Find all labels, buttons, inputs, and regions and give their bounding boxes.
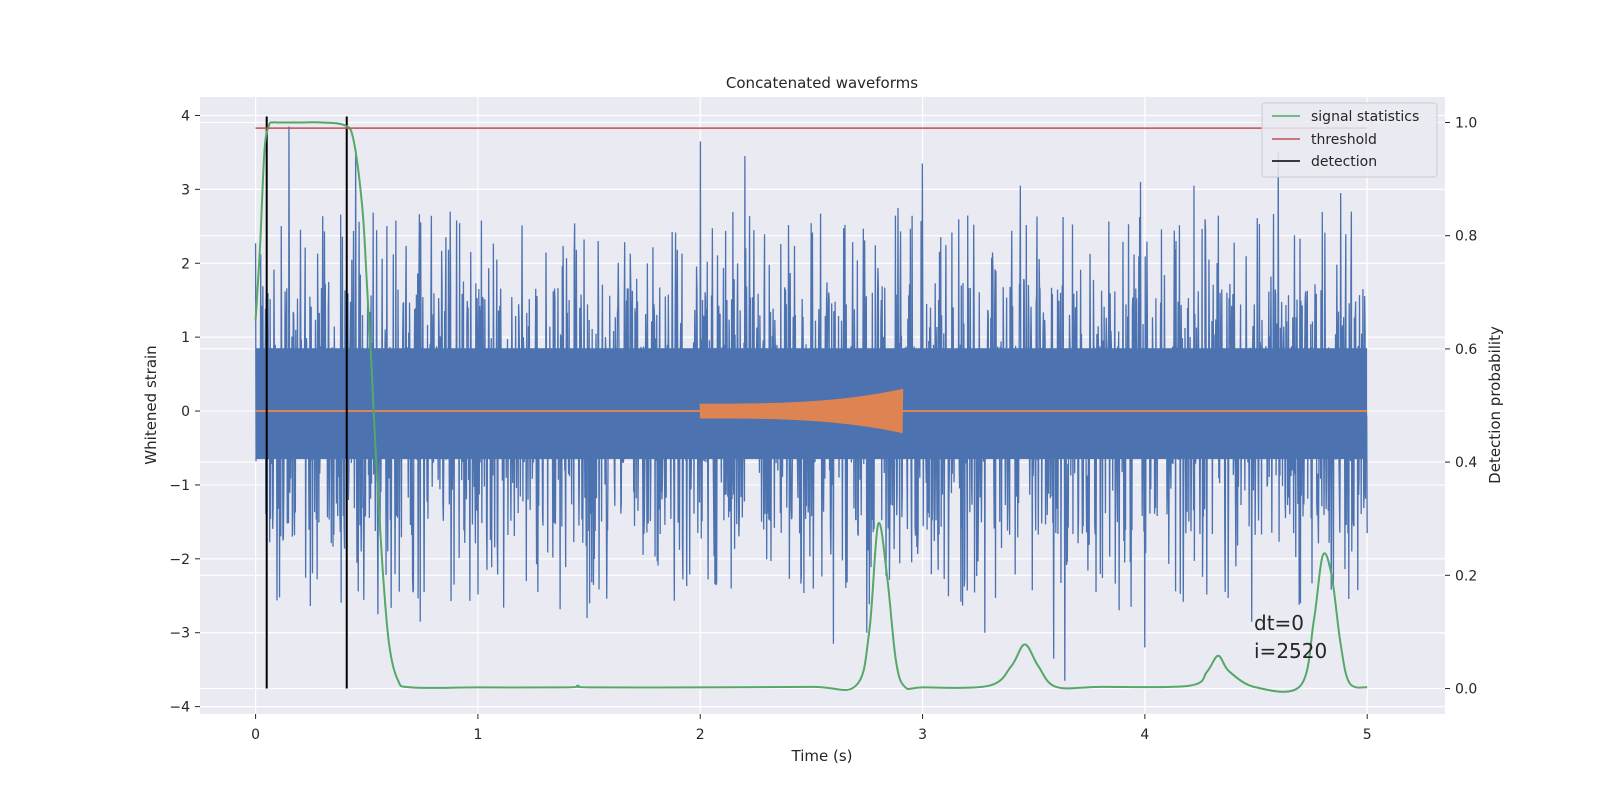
- legend-signal-statistics-label: signal statistics: [1311, 109, 1419, 125]
- y-tick-label: −2: [169, 552, 190, 568]
- x-tick-label: 3: [918, 727, 927, 743]
- legend-detection-label: detection: [1311, 154, 1377, 170]
- x-tick-label: 1: [473, 727, 482, 743]
- y-tick-label: −4: [169, 700, 190, 716]
- axes: 0 1 2 3 4 5 −4 −3 −2 −1 0 1 2 3 4 0.0 0.2 0.4 0.6 0.8 1.0: [169, 108, 1477, 743]
- y-tick-label: −1: [169, 478, 190, 494]
- y2-axis-label: Detection probability: [1486, 326, 1504, 484]
- y2-tick-label: 0.0: [1455, 682, 1477, 698]
- x-tick-label: 0: [251, 727, 260, 743]
- y2-tick-label: 0.2: [1455, 568, 1477, 584]
- legend-threshold-label: threshold: [1311, 132, 1377, 148]
- legend: signal statistics threshold detection: [1261, 102, 1438, 178]
- injected-signal-trace: [255, 388, 1368, 434]
- y2-tick-label: 0.6: [1455, 342, 1477, 358]
- y2-tick-label: 0.8: [1455, 229, 1477, 245]
- y2-tick-label: 1.0: [1455, 115, 1477, 131]
- x-axis-label: Time (s): [791, 747, 853, 765]
- x-tick-label: 5: [1363, 727, 1372, 743]
- x-tick-label: 2: [696, 727, 705, 743]
- y-axis-label: Whitened strain: [142, 345, 160, 464]
- y-tick-label: 4: [181, 108, 190, 124]
- y2-tick-label: 0.4: [1455, 455, 1477, 471]
- y-tick-label: 0: [181, 404, 190, 420]
- y-tick-label: 2: [181, 256, 190, 272]
- x-tick-label: 4: [1140, 727, 1149, 743]
- y-tick-label: −3: [169, 626, 190, 642]
- noise-line: [254, 126, 1368, 681]
- signal-statistics-trace: [254, 121, 1368, 693]
- annotation-dt: dt=0: [1254, 611, 1304, 635]
- legend-box: [1261, 102, 1438, 178]
- detection-lines: [265, 116, 348, 689]
- chart-title: Concatenated waveforms: [726, 74, 918, 92]
- signal-statistics-line: [254, 121, 1368, 693]
- injected-chirp: [699, 388, 904, 434]
- annotation-index: i=2520: [1254, 639, 1327, 663]
- y-tick-label: 3: [181, 182, 190, 198]
- y-tick-label: 1: [181, 330, 190, 346]
